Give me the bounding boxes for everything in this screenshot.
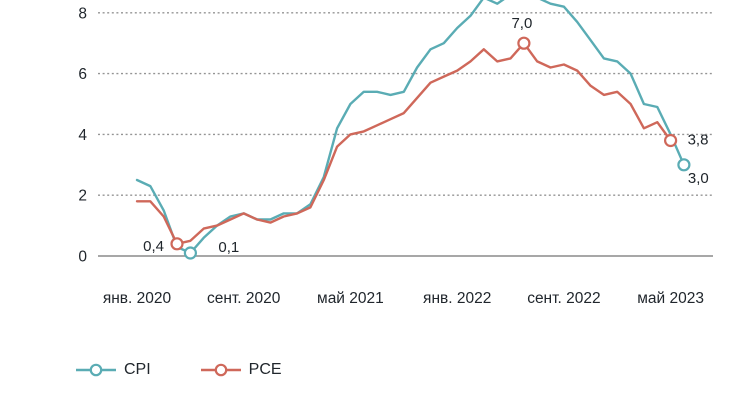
x-tick-label: май 2021 bbox=[317, 290, 384, 307]
y-tick-label: 4 bbox=[78, 127, 87, 144]
x-tick-label: янв. 2020 bbox=[103, 290, 172, 307]
data-point-marker-cpi bbox=[677, 158, 691, 172]
y-tick-label: 8 bbox=[78, 5, 87, 22]
chart-plot: 0 2 4 6 8 янв. 2020 сент. 2020 май 2021 янв. 202… bbox=[78, 0, 713, 307]
series-line-pce bbox=[135, 42, 672, 246]
data-point-label: 0,4 bbox=[143, 238, 164, 255]
data-point-marker-pce bbox=[170, 237, 184, 251]
cpi-legend-marker-icon bbox=[76, 363, 116, 377]
data-point-marker-cpi bbox=[183, 246, 197, 260]
data-point-marker-pce bbox=[663, 133, 678, 148]
y-tick-label: 6 bbox=[78, 66, 87, 83]
data-point-label: 0,1 bbox=[218, 239, 239, 256]
legend-item-cpi[interactable]: CPI bbox=[75, 362, 151, 378]
chart-legend: CPI PCE bbox=[75, 362, 282, 378]
legend-label-cpi: CPI bbox=[124, 361, 151, 378]
legend-item-pce[interactable]: PCE bbox=[200, 362, 282, 378]
x-tick-label: сент. 2020 bbox=[207, 290, 281, 307]
data-point-marker-pce bbox=[517, 36, 531, 50]
data-point-label: 7,0 bbox=[511, 15, 532, 32]
legend-label-pce: PCE bbox=[248, 361, 282, 378]
data-point-label: 3,8 bbox=[688, 132, 709, 149]
x-tick-label: май 2023 bbox=[637, 290, 704, 307]
x-tick-label: янв. 2022 bbox=[423, 290, 491, 307]
series-line-cpi bbox=[135, 0, 686, 255]
data-point-label: 3,0 bbox=[688, 170, 709, 187]
y-tick-label: 0 bbox=[78, 249, 87, 266]
pce-legend-marker-icon bbox=[200, 363, 241, 377]
y-tick-label: 2 bbox=[78, 188, 87, 205]
x-tick-label: сент. 2022 bbox=[527, 290, 600, 307]
